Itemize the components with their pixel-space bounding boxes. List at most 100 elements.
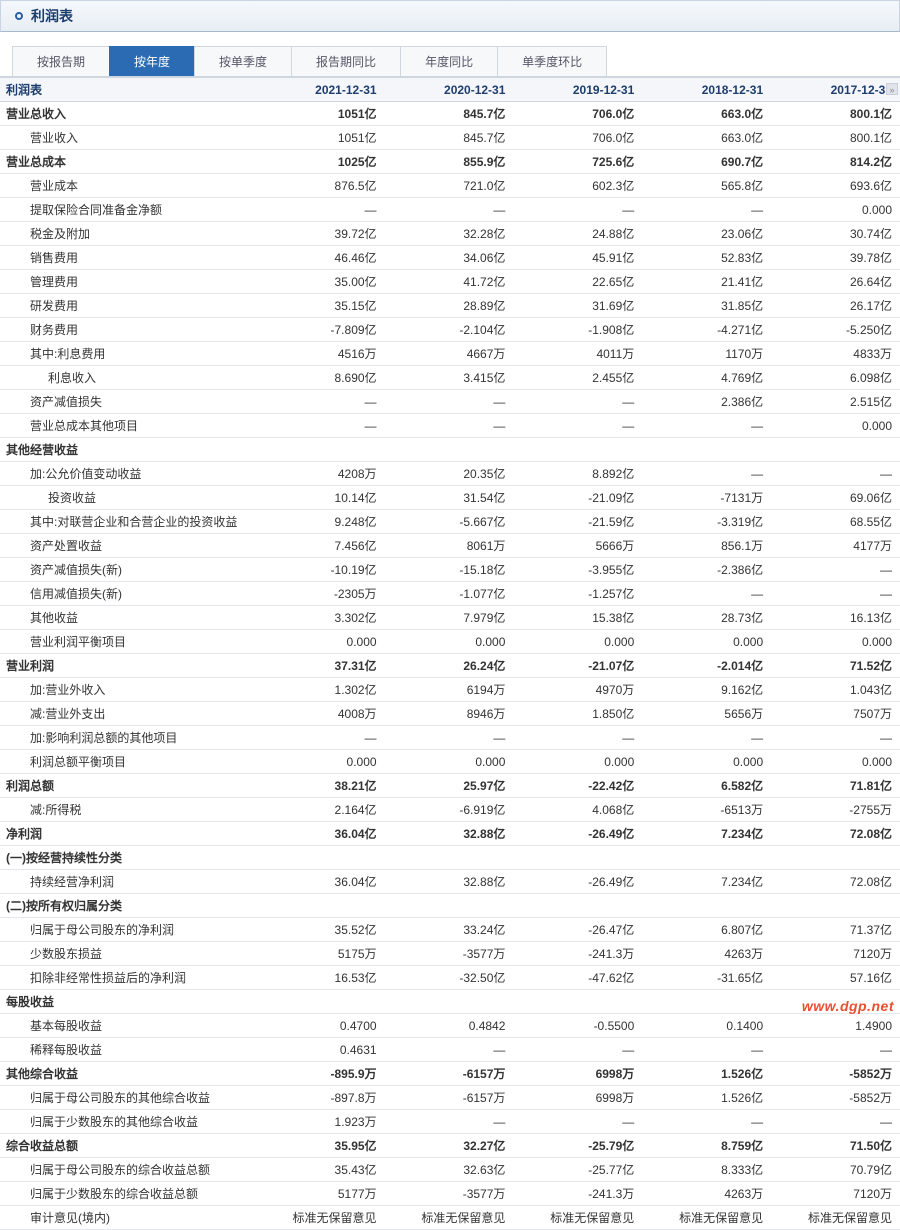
table-row: 基本每股收益0.47000.4842-0.55000.14001.4900 bbox=[0, 1014, 900, 1038]
row-label: 其他经营收益 bbox=[0, 438, 256, 462]
cell: -6513万 bbox=[642, 798, 771, 822]
cell: — bbox=[385, 414, 514, 438]
cell bbox=[771, 894, 900, 918]
cell: -26.49亿 bbox=[513, 822, 642, 846]
cell: -4.271亿 bbox=[642, 318, 771, 342]
row-label: 其中:对联营企业和合营企业的投资收益 bbox=[0, 510, 256, 534]
cell: 8.690亿 bbox=[256, 366, 385, 390]
table-container: 利润表2021-12-312020-12-312019-12-312018-12… bbox=[0, 77, 900, 1230]
cell: 0.000 bbox=[771, 750, 900, 774]
cell: 4516万 bbox=[256, 342, 385, 366]
cell: 31.85亿 bbox=[642, 294, 771, 318]
cell: -5852万 bbox=[771, 1062, 900, 1086]
cell: -895.9万 bbox=[256, 1062, 385, 1086]
cell: 9.248亿 bbox=[256, 510, 385, 534]
cell: -7131万 bbox=[642, 486, 771, 510]
cell bbox=[771, 438, 900, 462]
row-label: 销售费用 bbox=[0, 246, 256, 270]
cell: 0.000 bbox=[642, 750, 771, 774]
cell: 46.46亿 bbox=[256, 246, 385, 270]
cell: 8946万 bbox=[385, 702, 514, 726]
cell: 35.00亿 bbox=[256, 270, 385, 294]
cell: -26.49亿 bbox=[513, 870, 642, 894]
cell bbox=[771, 846, 900, 870]
header-bullet-icon bbox=[15, 12, 23, 20]
cell: -241.3万 bbox=[513, 1182, 642, 1206]
cell: 16.53亿 bbox=[256, 966, 385, 990]
cell: — bbox=[513, 414, 642, 438]
cell: 22.65亿 bbox=[513, 270, 642, 294]
cell: 37.31亿 bbox=[256, 654, 385, 678]
cell: 1.302亿 bbox=[256, 678, 385, 702]
cell: — bbox=[642, 198, 771, 222]
row-label: 营业总成本其他项目 bbox=[0, 414, 256, 438]
tab-1[interactable]: 按年度 bbox=[109, 46, 195, 76]
cell: — bbox=[385, 198, 514, 222]
cell: 8.892亿 bbox=[513, 462, 642, 486]
col-header-2: 2020-12-31 bbox=[385, 78, 514, 102]
cell: 3.302亿 bbox=[256, 606, 385, 630]
cell: -2755万 bbox=[771, 798, 900, 822]
cell: 32.28亿 bbox=[385, 222, 514, 246]
table-row: 稀释每股收益0.4631———— bbox=[0, 1038, 900, 1062]
cell: 20.35亿 bbox=[385, 462, 514, 486]
cell: 26.24亿 bbox=[385, 654, 514, 678]
cell: -25.77亿 bbox=[513, 1158, 642, 1182]
table-row: 归属于少数股东的综合收益总额5177万-3577万-241.3万4263万712… bbox=[0, 1182, 900, 1206]
scroll-right-icon[interactable]: » bbox=[886, 83, 898, 95]
row-label: 营业收入 bbox=[0, 126, 256, 150]
cell: — bbox=[642, 462, 771, 486]
cell: 26.64亿 bbox=[771, 270, 900, 294]
cell: 0.4842 bbox=[385, 1014, 514, 1038]
row-label: 税金及附加 bbox=[0, 222, 256, 246]
cell: — bbox=[642, 1110, 771, 1134]
cell: -1.257亿 bbox=[513, 582, 642, 606]
cell: 41.72亿 bbox=[385, 270, 514, 294]
cell: 5175万 bbox=[256, 942, 385, 966]
row-label: 营业利润 bbox=[0, 654, 256, 678]
cell: 0.000 bbox=[256, 630, 385, 654]
cell: 690.7亿 bbox=[642, 150, 771, 174]
cell: 6998万 bbox=[513, 1062, 642, 1086]
cell bbox=[513, 438, 642, 462]
tab-4[interactable]: 年度同比 bbox=[400, 46, 498, 76]
row-label: 其他综合收益 bbox=[0, 1062, 256, 1086]
cell: -21.07亿 bbox=[513, 654, 642, 678]
row-label: 少数股东损益 bbox=[0, 942, 256, 966]
cell: 0.000 bbox=[385, 630, 514, 654]
row-label: 归属于母公司股东的净利润 bbox=[0, 918, 256, 942]
cell: -5.667亿 bbox=[385, 510, 514, 534]
cell bbox=[256, 846, 385, 870]
table-row: 投资收益10.14亿31.54亿-21.09亿-7131万69.06亿 bbox=[0, 486, 900, 510]
cell: 8.333亿 bbox=[642, 1158, 771, 1182]
cell: 35.95亿 bbox=[256, 1134, 385, 1158]
table-row: 销售费用46.46亿34.06亿45.91亿52.83亿39.78亿 bbox=[0, 246, 900, 270]
cell: 856.1万 bbox=[642, 534, 771, 558]
table-row: 营业收入1051亿845.7亿706.0亿663.0亿800.1亿 bbox=[0, 126, 900, 150]
table-row: 归属于母公司股东的综合收益总额35.43亿32.63亿-25.77亿8.333亿… bbox=[0, 1158, 900, 1182]
cell: 4263万 bbox=[642, 942, 771, 966]
row-label: 营业总收入 bbox=[0, 102, 256, 126]
cell: 4263万 bbox=[642, 1182, 771, 1206]
cell: — bbox=[513, 1038, 642, 1062]
cell: 2.455亿 bbox=[513, 366, 642, 390]
tab-0[interactable]: 按报告期 bbox=[12, 46, 110, 76]
cell: 1.923万 bbox=[256, 1110, 385, 1134]
cell: -7.809亿 bbox=[256, 318, 385, 342]
cell: — bbox=[513, 390, 642, 414]
tab-3[interactable]: 报告期同比 bbox=[291, 46, 401, 76]
cell: 10.14亿 bbox=[256, 486, 385, 510]
cell: 800.1亿 bbox=[771, 126, 900, 150]
row-label: 净利润 bbox=[0, 822, 256, 846]
col-header-4: 2018-12-31 bbox=[642, 78, 771, 102]
table-row: 利息收入8.690亿3.415亿2.455亿4.769亿6.098亿 bbox=[0, 366, 900, 390]
table-header-row: 利润表2021-12-312020-12-312019-12-312018-12… bbox=[0, 78, 900, 102]
section-header: 利润表 bbox=[0, 0, 900, 32]
cell: 7.979亿 bbox=[385, 606, 514, 630]
cell: — bbox=[385, 1110, 514, 1134]
tab-5[interactable]: 单季度环比 bbox=[497, 46, 607, 76]
table-row: 营业成本876.5亿721.0亿602.3亿565.8亿693.6亿 bbox=[0, 174, 900, 198]
tab-2[interactable]: 按单季度 bbox=[194, 46, 292, 76]
cell: 45.91亿 bbox=[513, 246, 642, 270]
table-row: 资产减值损失(新)-10.19亿-15.18亿-3.955亿-2.386亿— bbox=[0, 558, 900, 582]
